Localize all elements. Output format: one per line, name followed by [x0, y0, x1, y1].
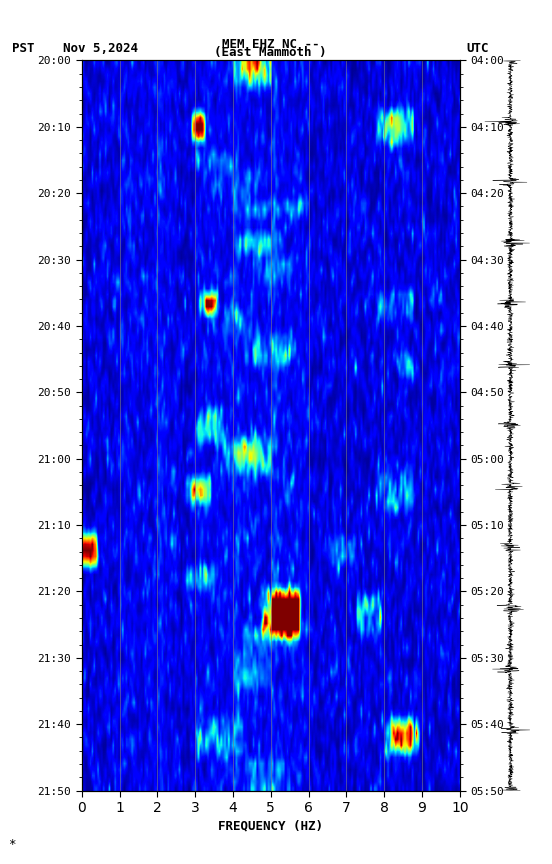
Text: PST: PST	[12, 42, 35, 55]
Text: Nov 5,2024: Nov 5,2024	[63, 42, 139, 55]
Text: *: *	[8, 838, 16, 851]
Text: (East Mammoth ): (East Mammoth )	[214, 46, 327, 59]
X-axis label: FREQUENCY (HZ): FREQUENCY (HZ)	[218, 819, 323, 832]
Text: MEM EHZ NC --: MEM EHZ NC --	[222, 37, 319, 50]
Text: UTC: UTC	[466, 42, 489, 55]
